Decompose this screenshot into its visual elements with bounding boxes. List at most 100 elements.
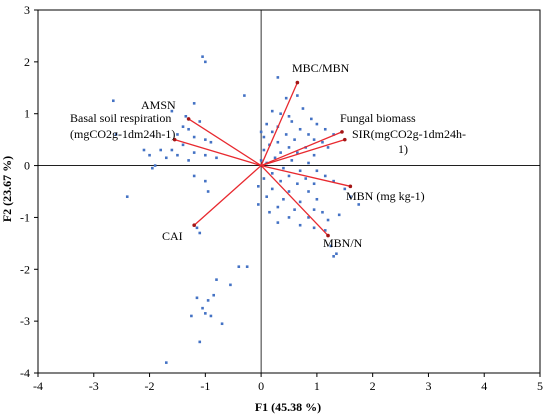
scatter-point xyxy=(290,120,294,123)
loading-vector-end xyxy=(340,130,344,134)
scatter-point xyxy=(323,229,327,232)
scatter-point xyxy=(262,135,266,139)
loading-vector-end xyxy=(172,137,177,142)
x-tick-label: -1 xyxy=(200,379,210,393)
vector-label-fungal-biomass: Fungal biomass xyxy=(340,111,416,125)
scatter-point xyxy=(296,94,299,97)
scatter-point xyxy=(215,278,218,281)
x-axis-title: F1 (45.38 %) xyxy=(255,400,321,414)
scatter-point xyxy=(282,197,285,201)
scatter-point xyxy=(349,195,352,198)
y-tick-label: -2 xyxy=(20,262,30,276)
scatter-point xyxy=(312,208,316,211)
loading-vector-end xyxy=(348,184,353,189)
scatter-point xyxy=(259,130,263,134)
y-tick-label: -4 xyxy=(20,366,30,380)
scatter-point xyxy=(206,190,210,193)
scatter-point xyxy=(265,195,268,198)
vector-label-mbn-n: MBN/N xyxy=(323,236,363,250)
scatter-point xyxy=(279,112,282,116)
scatter-point xyxy=(287,115,291,118)
scatter-point xyxy=(323,174,327,178)
scatter-point xyxy=(176,133,179,136)
scatter-point xyxy=(153,164,157,167)
scatter-point xyxy=(270,109,274,113)
scatter-point xyxy=(204,138,207,141)
scatter-point xyxy=(243,94,246,97)
loading-vector-line xyxy=(260,131,343,167)
scatter-point xyxy=(204,312,207,315)
scatter-point xyxy=(192,135,196,139)
vector-label-mbc-mbn: MBC/MBN xyxy=(292,61,350,75)
loading-vector-line xyxy=(193,165,262,226)
scatter-point xyxy=(287,216,291,219)
scatter-point xyxy=(287,190,291,193)
scatter-point xyxy=(257,185,260,188)
vector-label-amsn: AMSN xyxy=(141,98,176,112)
tick-labels: -4 -3 -2 -1 0 1 2 3 4 5 3 2 1 0 -1 -2 -3 -4 xyxy=(20,3,543,393)
scatter-point xyxy=(321,210,324,214)
scatter-point xyxy=(312,138,316,141)
scatter-point xyxy=(323,127,327,131)
x-tick-label: -3 xyxy=(89,379,99,393)
scatter-point xyxy=(282,166,285,170)
scatter-point xyxy=(310,117,313,121)
scatter-point xyxy=(296,182,299,186)
scatter-point xyxy=(307,161,310,165)
scatter-point xyxy=(164,361,168,364)
vector-label-cai: CAI xyxy=(162,229,183,243)
scatter-point xyxy=(215,156,218,160)
scatter-point xyxy=(276,76,280,79)
vector-label-basal-line2: (mgCO2g-1dm24h-1) xyxy=(70,127,175,141)
loading-vector-end xyxy=(295,80,300,85)
scatter-point xyxy=(270,172,274,175)
scatter-point xyxy=(170,148,174,152)
scatter-point xyxy=(298,223,302,227)
scatter-point xyxy=(279,151,282,154)
scatter-point xyxy=(343,187,347,191)
y-tick-label: 2 xyxy=(24,55,30,69)
scatter-point xyxy=(164,156,168,160)
scatter-point xyxy=(296,151,299,154)
scatter-point xyxy=(159,148,163,152)
y-tick-label: 3 xyxy=(24,3,30,17)
scatter-point xyxy=(198,231,202,235)
scatter-point xyxy=(273,156,277,160)
scatter-point xyxy=(307,133,310,136)
scatter-point xyxy=(114,133,118,136)
x-tick-label: -4 xyxy=(33,379,43,393)
y-tick-label: -3 xyxy=(20,314,30,328)
scatter-point xyxy=(337,213,341,217)
loading-vector-end xyxy=(192,223,196,228)
x-tick-label: 1 xyxy=(314,379,320,393)
vector-label-sir-line1: SIR(mgCO2g-1dm24h- xyxy=(352,127,466,141)
scatter-point xyxy=(187,159,190,162)
scatter-point xyxy=(204,60,207,64)
scatter-point xyxy=(357,203,361,206)
scatter-point xyxy=(262,148,266,152)
loading-vector-line xyxy=(260,82,298,166)
scatter-point xyxy=(204,179,207,183)
loading-vector-line xyxy=(260,139,345,167)
scatter-point xyxy=(335,252,338,256)
scatter-point xyxy=(148,153,151,157)
scatter-point xyxy=(276,221,280,224)
scatter-point xyxy=(276,140,280,144)
vector-label-mbn: MBN (mg kg-1) xyxy=(346,189,425,203)
x-tick-label: -2 xyxy=(145,379,155,393)
scatter-point xyxy=(201,55,204,58)
scatter-point xyxy=(151,166,154,170)
scatter-point xyxy=(184,115,188,118)
scatter-point xyxy=(187,127,190,131)
scatter-point xyxy=(237,265,241,268)
scatter-point xyxy=(270,187,274,191)
scatter-point xyxy=(209,314,213,318)
loading-vector-end xyxy=(186,117,191,121)
scatter-point xyxy=(259,159,263,162)
scatter-point xyxy=(301,107,305,110)
scatter-point xyxy=(220,322,224,326)
scatter-point xyxy=(245,265,249,268)
scatter-point xyxy=(284,96,288,100)
